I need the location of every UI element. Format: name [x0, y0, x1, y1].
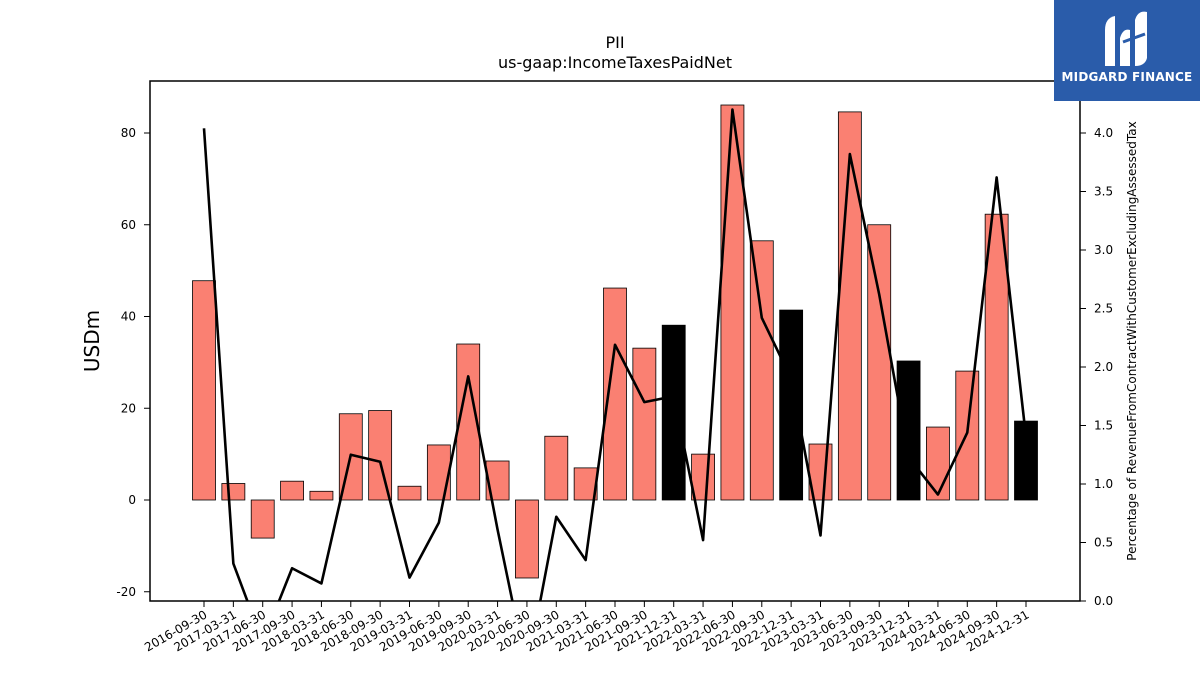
y-tick-label: 40: [121, 310, 136, 324]
bar-2021-09-30: [632, 347, 657, 501]
y2-tick-label: 3.5: [1094, 185, 1113, 199]
bar-2024-09-30: [984, 213, 1009, 501]
bar-2022-12-31: [779, 309, 804, 501]
chart-subtitle: us-gaap:IncomeTaxesPaidNet: [498, 53, 732, 72]
y2-axis-label: Percentage of RevenueFromContractWithCus…: [1125, 121, 1139, 560]
line-series: [202, 108, 1028, 601]
bar-2016-09-30: [192, 280, 216, 501]
y-tick-label: -20: [116, 585, 136, 599]
y-tick-label: 60: [121, 218, 136, 232]
bar-2019-09-30: [456, 343, 481, 501]
y2-tick-label: 0.5: [1094, 536, 1113, 550]
y2-tick-label: 1.0: [1094, 477, 1113, 491]
y2-tick-label: 3.0: [1094, 243, 1113, 257]
bar-2024-12-31: [1014, 420, 1038, 501]
y-tick-label: 20: [121, 401, 136, 415]
bar-2019-03-31: [397, 485, 422, 501]
y2-tick-label: 0.0: [1094, 594, 1113, 608]
line-path: [202, 108, 1028, 601]
bar-2023-09-30: [867, 224, 892, 501]
y-axis-left: -20 0 20 40 60 80: [116, 126, 150, 599]
bar-2017-06-30: [250, 499, 275, 539]
midgard-logo-icon: [1105, 11, 1147, 66]
y-axis-right: 0.0 0.5 1.0 1.5 2.0 2.5 3.0 3.5 4.0: [1080, 126, 1113, 608]
y2-tick-label: 1.5: [1094, 419, 1113, 433]
bar-2020-06-30: [515, 499, 539, 579]
bar-2017-03-31: [221, 483, 246, 501]
bar-series: [192, 104, 1038, 579]
y2-tick-label: 4.0: [1094, 126, 1113, 140]
y-tick-label: 0: [128, 493, 136, 507]
bar-2018-03-31: [309, 490, 334, 501]
bar-2017-09-30: [280, 480, 304, 501]
bar-2018-09-30: [368, 410, 393, 501]
bar-2023-12-31: [896, 360, 921, 501]
bar-2024-03-31: [926, 426, 950, 501]
bar-2021-12-31: [661, 324, 686, 501]
bar-2022-09-30: [749, 240, 774, 501]
y-axis-label: USDm: [80, 310, 104, 372]
brand-name: MIDGARD FINANCE: [1061, 70, 1193, 84]
brand-logo: MIDGARD FINANCE: [1054, 0, 1200, 101]
bar-2019-06-30: [426, 444, 451, 501]
y-tick-label: 80: [121, 126, 136, 140]
y2-tick-label: 2.5: [1094, 302, 1113, 316]
y2-tick-label: 2.0: [1094, 360, 1113, 374]
bar-2020-09-30: [544, 435, 569, 501]
bar-2022-03-31: [691, 453, 715, 501]
chart-title: PII: [605, 33, 624, 52]
bar-2020-03-31: [485, 460, 510, 501]
bar-2021-06-30: [603, 287, 627, 501]
x-axis: 2016-09-302017-03-312017-06-302017-09-30…: [142, 601, 1032, 654]
